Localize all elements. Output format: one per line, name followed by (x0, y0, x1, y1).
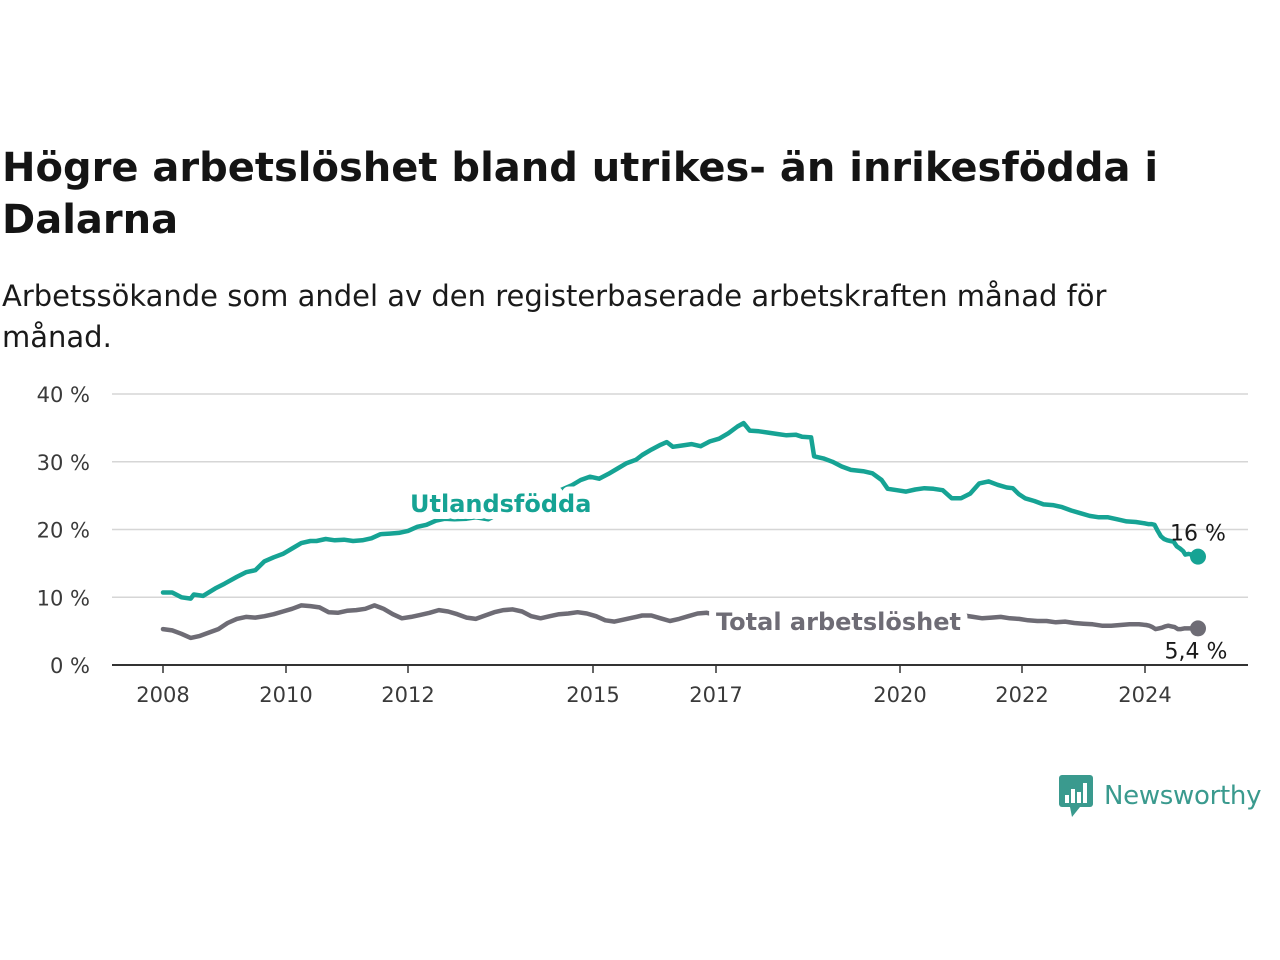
y-tick-label: 40 % (37, 383, 90, 407)
newsworthy-logo-icon (1059, 775, 1093, 817)
gridlines (112, 393, 1248, 598)
x-tick-label: 2022 (995, 683, 1048, 707)
y-tick-label: 30 % (37, 451, 90, 475)
series-line-1 (160, 603, 1201, 641)
chart-title: Högre arbetslöshet bland utrikes- än inr… (2, 145, 1159, 243)
x-axis: 2008 2010 2012 2015 2017 2020 2022 2024 (112, 664, 1248, 707)
end-value-utlandsfodda: 16 % (1170, 522, 1226, 547)
end-value-total: 5,4 % (1165, 639, 1228, 664)
newsworthy-logo: Newsworthy (1058, 773, 1261, 819)
line-chart: 0 % 10 % 20 % 30 % 40 % 2008 2010 2012 2015 2017… (37, 383, 1248, 707)
series-label-utlandsfodda: Utlandsfödda (410, 490, 591, 518)
brand-name: Newsworthy (1104, 781, 1262, 811)
series-label-total: Total arbetslöshet (716, 608, 961, 636)
series-lines (160, 420, 1206, 641)
chart-subtitle: Arbetssökande som andel av den registerb… (2, 279, 1107, 354)
y-tick-label: 10 % (37, 586, 90, 610)
series-line-0 (160, 420, 1201, 601)
y-tick-label: 0 % (50, 654, 90, 678)
x-tick-label: 2015 (566, 683, 619, 707)
x-tick-label: 2008 (136, 683, 189, 707)
series-end-point (1190, 548, 1206, 565)
y-tick-label: 20 % (37, 519, 90, 543)
x-tick-label: 2020 (873, 683, 926, 707)
series-end-point (1190, 620, 1206, 637)
y-axis: 0 % 10 % 20 % 30 % 40 % (37, 383, 90, 678)
x-tick-label: 2017 (689, 683, 742, 707)
x-tick-label: 2024 (1118, 683, 1171, 707)
x-tick-label: 2012 (381, 683, 434, 707)
x-tick-label: 2010 (259, 683, 312, 707)
